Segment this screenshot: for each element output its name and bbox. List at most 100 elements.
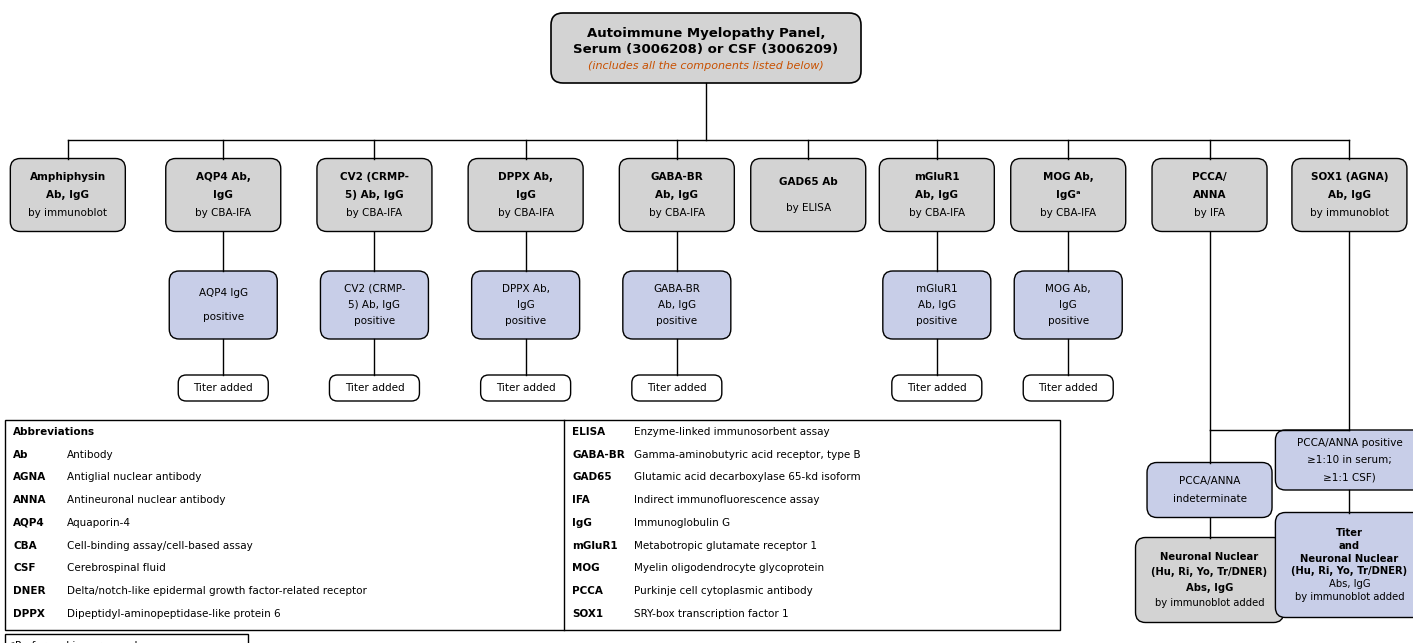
FancyBboxPatch shape xyxy=(883,271,991,339)
FancyBboxPatch shape xyxy=(317,159,432,231)
Text: Ab, IgG: Ab, IgG xyxy=(658,300,695,310)
Text: Titer added: Titer added xyxy=(345,383,404,393)
FancyBboxPatch shape xyxy=(468,159,584,231)
Text: (Hu, Ri, Yo, Tr/DNER): (Hu, Ri, Yo, Tr/DNER) xyxy=(1152,567,1267,577)
Text: Indirect immunofluorescence assay: Indirect immunofluorescence assay xyxy=(634,495,820,505)
FancyBboxPatch shape xyxy=(1010,159,1126,231)
Text: GAD65: GAD65 xyxy=(572,473,612,482)
Text: AQP4 Ab,: AQP4 Ab, xyxy=(196,172,250,183)
Text: by immunoblot added: by immunoblot added xyxy=(1154,598,1265,608)
Text: by CBA-IFA: by CBA-IFA xyxy=(195,208,252,217)
Text: by immunoblot: by immunoblot xyxy=(1310,208,1389,217)
Text: positive: positive xyxy=(1047,316,1089,326)
FancyBboxPatch shape xyxy=(1152,159,1267,231)
Text: mGluR1: mGluR1 xyxy=(572,541,617,550)
FancyBboxPatch shape xyxy=(619,159,735,231)
Text: Abbreviations: Abbreviations xyxy=(13,427,95,437)
Text: DNER: DNER xyxy=(13,586,45,596)
FancyBboxPatch shape xyxy=(178,375,268,401)
Text: IFA: IFA xyxy=(572,495,589,505)
Text: ELISA: ELISA xyxy=(572,427,605,437)
Text: PCCA: PCCA xyxy=(572,586,603,596)
Text: ≥1:1 CSF): ≥1:1 CSF) xyxy=(1323,472,1376,482)
Text: PCCA/ANNA positive: PCCA/ANNA positive xyxy=(1297,438,1402,448)
Text: ᵃPerformed in serum only.: ᵃPerformed in serum only. xyxy=(11,641,146,643)
FancyBboxPatch shape xyxy=(472,271,579,339)
Text: AGNA: AGNA xyxy=(13,473,47,482)
FancyBboxPatch shape xyxy=(165,159,281,231)
FancyBboxPatch shape xyxy=(321,271,428,339)
Text: DPPX Ab,: DPPX Ab, xyxy=(499,172,552,183)
Text: Titer added: Titer added xyxy=(496,383,555,393)
Text: Ab, IgG: Ab, IgG xyxy=(918,300,955,310)
Text: Ab, IgG: Ab, IgG xyxy=(916,190,958,200)
Text: SOX1: SOX1 xyxy=(572,609,603,619)
Text: CV2 (CRMP-: CV2 (CRMP- xyxy=(341,172,408,183)
Text: MOG: MOG xyxy=(572,563,599,574)
Text: CBA: CBA xyxy=(13,541,37,550)
Text: Cerebrospinal fluid: Cerebrospinal fluid xyxy=(66,563,165,574)
Text: Gamma-aminobutyric acid receptor, type B: Gamma-aminobutyric acid receptor, type B xyxy=(634,449,861,460)
Text: Antineuronal nuclear antibody: Antineuronal nuclear antibody xyxy=(66,495,226,505)
Text: IgG: IgG xyxy=(516,190,536,200)
Text: Dipeptidyl-aminopeptidase-like protein 6: Dipeptidyl-aminopeptidase-like protein 6 xyxy=(66,609,281,619)
Bar xyxy=(6,634,249,643)
Text: and: and xyxy=(1340,541,1359,551)
FancyBboxPatch shape xyxy=(1276,512,1413,617)
Text: positive: positive xyxy=(202,312,244,322)
FancyBboxPatch shape xyxy=(10,159,126,231)
Text: positive: positive xyxy=(656,316,698,326)
Text: GABA-BR: GABA-BR xyxy=(572,449,625,460)
Text: Autoimmune Myelopathy Panel,: Autoimmune Myelopathy Panel, xyxy=(586,28,825,41)
Text: CV2 (CRMP-: CV2 (CRMP- xyxy=(343,284,406,294)
Text: PCCA/: PCCA/ xyxy=(1193,172,1226,183)
Text: Aquaporin-4: Aquaporin-4 xyxy=(66,518,131,528)
Text: mGluR1: mGluR1 xyxy=(916,284,958,294)
FancyBboxPatch shape xyxy=(551,13,861,83)
Text: Neuronal Nuclear: Neuronal Nuclear xyxy=(1160,552,1259,562)
Text: indeterminate: indeterminate xyxy=(1173,494,1246,504)
Text: GAD65 Ab: GAD65 Ab xyxy=(779,177,838,187)
Text: by ELISA: by ELISA xyxy=(786,203,831,213)
Text: by CBA-IFA: by CBA-IFA xyxy=(346,208,403,217)
Text: CSF: CSF xyxy=(13,563,35,574)
FancyBboxPatch shape xyxy=(879,159,995,231)
FancyBboxPatch shape xyxy=(1276,430,1413,490)
Text: 5) Ab, IgG: 5) Ab, IgG xyxy=(345,190,404,200)
FancyBboxPatch shape xyxy=(623,271,731,339)
FancyBboxPatch shape xyxy=(329,375,420,401)
Text: Amphiphysin: Amphiphysin xyxy=(30,172,106,183)
FancyBboxPatch shape xyxy=(1291,159,1407,231)
Text: DPPX Ab,: DPPX Ab, xyxy=(502,284,550,294)
FancyBboxPatch shape xyxy=(1147,462,1272,518)
Text: Ab, IgG: Ab, IgG xyxy=(1328,190,1371,200)
Text: Serum (3006208) or CSF (3006209): Serum (3006208) or CSF (3006209) xyxy=(574,44,838,57)
Text: by immunoblot added: by immunoblot added xyxy=(1294,592,1405,601)
Text: PCCA/ANNA: PCCA/ANNA xyxy=(1178,476,1241,486)
Text: MOG Ab,: MOG Ab, xyxy=(1046,284,1091,294)
Text: (includes all the components listed below): (includes all the components listed belo… xyxy=(588,61,824,71)
Text: Titer added: Titer added xyxy=(647,383,706,393)
Text: (Hu, Ri, Yo, Tr/DNER): (Hu, Ri, Yo, Tr/DNER) xyxy=(1291,566,1407,576)
Text: IgG: IgG xyxy=(1060,300,1077,310)
Text: Immunoglobulin G: Immunoglobulin G xyxy=(634,518,731,528)
Text: 5) Ab, IgG: 5) Ab, IgG xyxy=(349,300,400,310)
Text: GABA-BR: GABA-BR xyxy=(650,172,704,183)
Text: Metabotropic glutamate receptor 1: Metabotropic glutamate receptor 1 xyxy=(634,541,817,550)
FancyBboxPatch shape xyxy=(750,159,866,231)
Text: IgG: IgG xyxy=(517,300,534,310)
FancyBboxPatch shape xyxy=(480,375,571,401)
Text: IgG: IgG xyxy=(213,190,233,200)
Text: Ab, IgG: Ab, IgG xyxy=(47,190,89,200)
Text: DPPX: DPPX xyxy=(13,609,45,619)
Text: Glutamic acid decarboxylase 65-kd isoform: Glutamic acid decarboxylase 65-kd isofor… xyxy=(634,473,861,482)
FancyBboxPatch shape xyxy=(1023,375,1113,401)
Text: ANNA: ANNA xyxy=(1193,190,1226,200)
Text: IgGᵃ: IgGᵃ xyxy=(1056,190,1081,200)
Text: Ab: Ab xyxy=(13,449,28,460)
Text: by immunoblot: by immunoblot xyxy=(28,208,107,217)
Text: IgG: IgG xyxy=(572,518,592,528)
FancyBboxPatch shape xyxy=(632,375,722,401)
Text: Purkinje cell cytoplasmic antibody: Purkinje cell cytoplasmic antibody xyxy=(634,586,812,596)
Text: AQP4: AQP4 xyxy=(13,518,45,528)
